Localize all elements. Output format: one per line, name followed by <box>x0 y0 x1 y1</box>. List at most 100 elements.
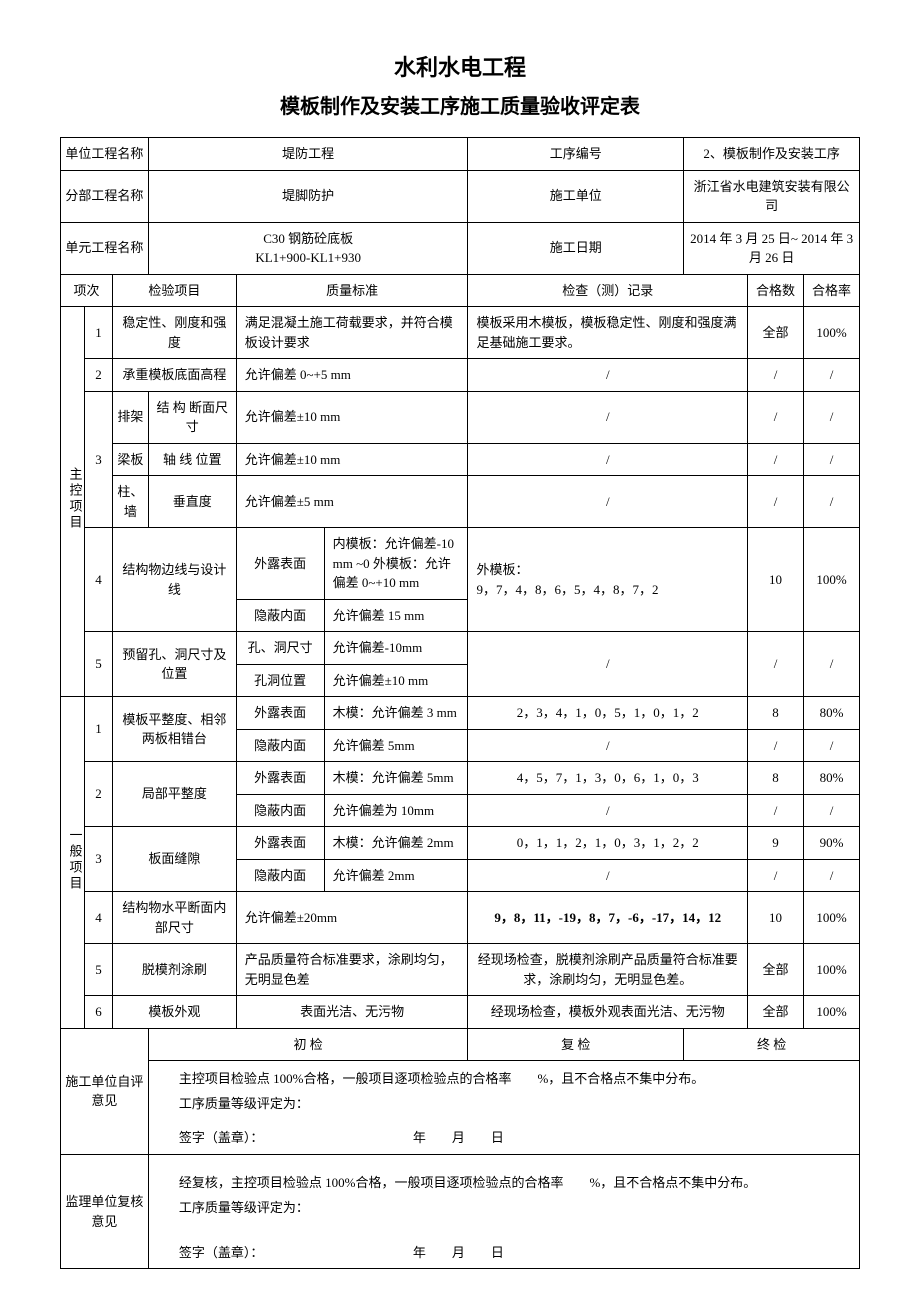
evaluation-table: 单位工程名称 堤防工程 工序编号 2、模板制作及安装工序 分部工程名称 堤脚防护… <box>60 137 860 1269</box>
m2-pn: / <box>748 359 804 392</box>
label-date: 施工日期 <box>468 222 684 274</box>
g1b-pn: / <box>748 729 804 762</box>
m4-pr: 100% <box>804 528 860 632</box>
col-seq: 项次 <box>61 274 113 307</box>
g3b-rec: / <box>468 859 748 892</box>
g2a-pn: 8 <box>748 762 804 795</box>
group-general: 一般项目 <box>61 697 85 1029</box>
g1a-pr: 80% <box>804 697 860 730</box>
g4-item: 结构物水平断面内部尺寸 <box>112 892 236 944</box>
col-passn: 合格数 <box>748 274 804 307</box>
m1-pr: 100% <box>804 307 860 359</box>
g6-n: 6 <box>84 996 112 1029</box>
m3c-pn: / <box>748 476 804 528</box>
m1-rec: 模板采用木模板，模板稳定性、刚度和强度满足基础施工要求。 <box>468 307 748 359</box>
g2b-std: 允许偏差为 10mm <box>324 794 468 827</box>
m3c-lbl: 柱、墙 <box>112 476 148 528</box>
g1b-pr: / <box>804 729 860 762</box>
val-date: 2014 年 3 月 25 日~ 2014 年 3 月 26 日 <box>684 222 860 274</box>
m3c-item: 垂直度 <box>148 476 236 528</box>
m5-pr: / <box>804 632 860 697</box>
m3b-rec: / <box>468 443 748 476</box>
self-sign: 签字（盖章）： 年 月 日 <box>148 1122 859 1154</box>
val-unit-proj: 堤防工程 <box>148 138 468 171</box>
g1-item: 模板平整度、相邻两板相错台 <box>112 697 236 762</box>
g4-pn: 10 <box>748 892 804 944</box>
g1-n: 1 <box>84 697 112 762</box>
g3b-std: 允许偏差 2mm <box>324 859 468 892</box>
m5a-sub: 孔、洞尺寸 <box>236 632 324 665</box>
m3a-std: 允许偏差±10 mm <box>236 391 468 443</box>
super-sign: 签字（盖章）： 年 月 日 <box>148 1237 859 1269</box>
group-main: 主控项目 <box>61 307 85 697</box>
m5a-std: 允许偏差-10mm <box>324 632 468 665</box>
val-builder: 浙江省水电建筑安装有限公司 <box>684 170 860 222</box>
m4-pn: 10 <box>748 528 804 632</box>
g2-item: 局部平整度 <box>112 762 236 827</box>
g2-n: 2 <box>84 762 112 827</box>
g5-rec: 经现场检查，脱模剂涂刷产品质量符合标准要求，涂刷均匀，无明显色差。 <box>468 944 748 996</box>
g2a-pr: 80% <box>804 762 860 795</box>
self-label: 施工单位自评意见 <box>61 1028 149 1154</box>
val-sub-proj: 堤脚防护 <box>148 170 468 222</box>
m3a-rec: / <box>468 391 748 443</box>
label-builder: 施工单位 <box>468 170 684 222</box>
g1a-pn: 8 <box>748 697 804 730</box>
m5-rec: / <box>468 632 748 697</box>
m4-rec: 外模板： 9，7，4，8，6，5，4，8，7，2 <box>468 528 748 632</box>
m3-n: 3 <box>84 391 112 528</box>
m1-n: 1 <box>84 307 112 359</box>
label-unit-proj: 单位工程名称 <box>61 138 149 171</box>
m1-pn: 全部 <box>748 307 804 359</box>
m3c-pr: / <box>804 476 860 528</box>
g4-rec: 9，8，11，-19，8，7，-6，-17，14，12 <box>468 892 748 944</box>
g5-pr: 100% <box>804 944 860 996</box>
g6-pr: 100% <box>804 996 860 1029</box>
m5-n: 5 <box>84 632 112 697</box>
super-label: 监理单位复核意见 <box>61 1154 149 1269</box>
g2b-sub: 隐蔽内面 <box>236 794 324 827</box>
g1b-sub: 隐蔽内面 <box>236 729 324 762</box>
g2b-pr: / <box>804 794 860 827</box>
g6-std: 表面光洁、无污物 <box>236 996 468 1029</box>
page-title-2: 模板制作及安装工序施工质量验收评定表 <box>60 90 860 119</box>
m4a-sub: 外露表面 <box>236 528 324 600</box>
val-proc-no: 2、模板制作及安装工序 <box>684 138 860 171</box>
g3b-sub: 隐蔽内面 <box>236 859 324 892</box>
g2a-std: 木模：允许偏差 5mm <box>324 762 468 795</box>
m4b-sub: 隐蔽内面 <box>236 599 324 632</box>
m3a-pr: / <box>804 391 860 443</box>
m4b-std: 允许偏差 15 mm <box>324 599 468 632</box>
g2b-pn: / <box>748 794 804 827</box>
m3a-pn: / <box>748 391 804 443</box>
col-record: 检查（测）记录 <box>468 274 748 307</box>
col-std: 质量标准 <box>236 274 468 307</box>
label-sub-proj: 分部工程名称 <box>61 170 149 222</box>
g5-std: 产品质量符合标准要求，涂刷均匀，无明显色差 <box>236 944 468 996</box>
g6-item: 模板外观 <box>112 996 236 1029</box>
m3b-item: 轴 线 位置 <box>148 443 236 476</box>
g2a-sub: 外露表面 <box>236 762 324 795</box>
g3a-rec: 0，1，1，2，1，0，3，1，2，2 <box>468 827 748 860</box>
g3b-pr: / <box>804 859 860 892</box>
g1a-rec: 2，3，4，1，0，5，1，0，1，2 <box>468 697 748 730</box>
g6-pn: 全部 <box>748 996 804 1029</box>
check-re: 复 检 <box>468 1028 684 1061</box>
g1a-std: 木模：允许偏差 3 mm <box>324 697 468 730</box>
col-item: 检验项目 <box>112 274 236 307</box>
g4-std: 允许偏差±20mm <box>236 892 468 944</box>
g3-item: 板面缝隙 <box>112 827 236 892</box>
self-text: 主控项目检验点 100%合格，一般项目逐项检验点的合格率 %，且不合格点不集中分… <box>148 1061 859 1123</box>
g1b-std: 允许偏差 5mm <box>324 729 468 762</box>
g5-item: 脱模剂涂刷 <box>112 944 236 996</box>
m2-pr: / <box>804 359 860 392</box>
m2-item: 承重模板底面高程 <box>112 359 236 392</box>
m3b-lbl: 梁板 <box>112 443 148 476</box>
g3a-pn: 9 <box>748 827 804 860</box>
g3b-pn: / <box>748 859 804 892</box>
g6-rec: 经现场检查，模板外观表面光洁、无污物 <box>468 996 748 1029</box>
label-elem-proj: 单元工程名称 <box>61 222 149 274</box>
g1a-sub: 外露表面 <box>236 697 324 730</box>
m5-item: 预留孔、洞尺寸及位置 <box>112 632 236 697</box>
g5-n: 5 <box>84 944 112 996</box>
